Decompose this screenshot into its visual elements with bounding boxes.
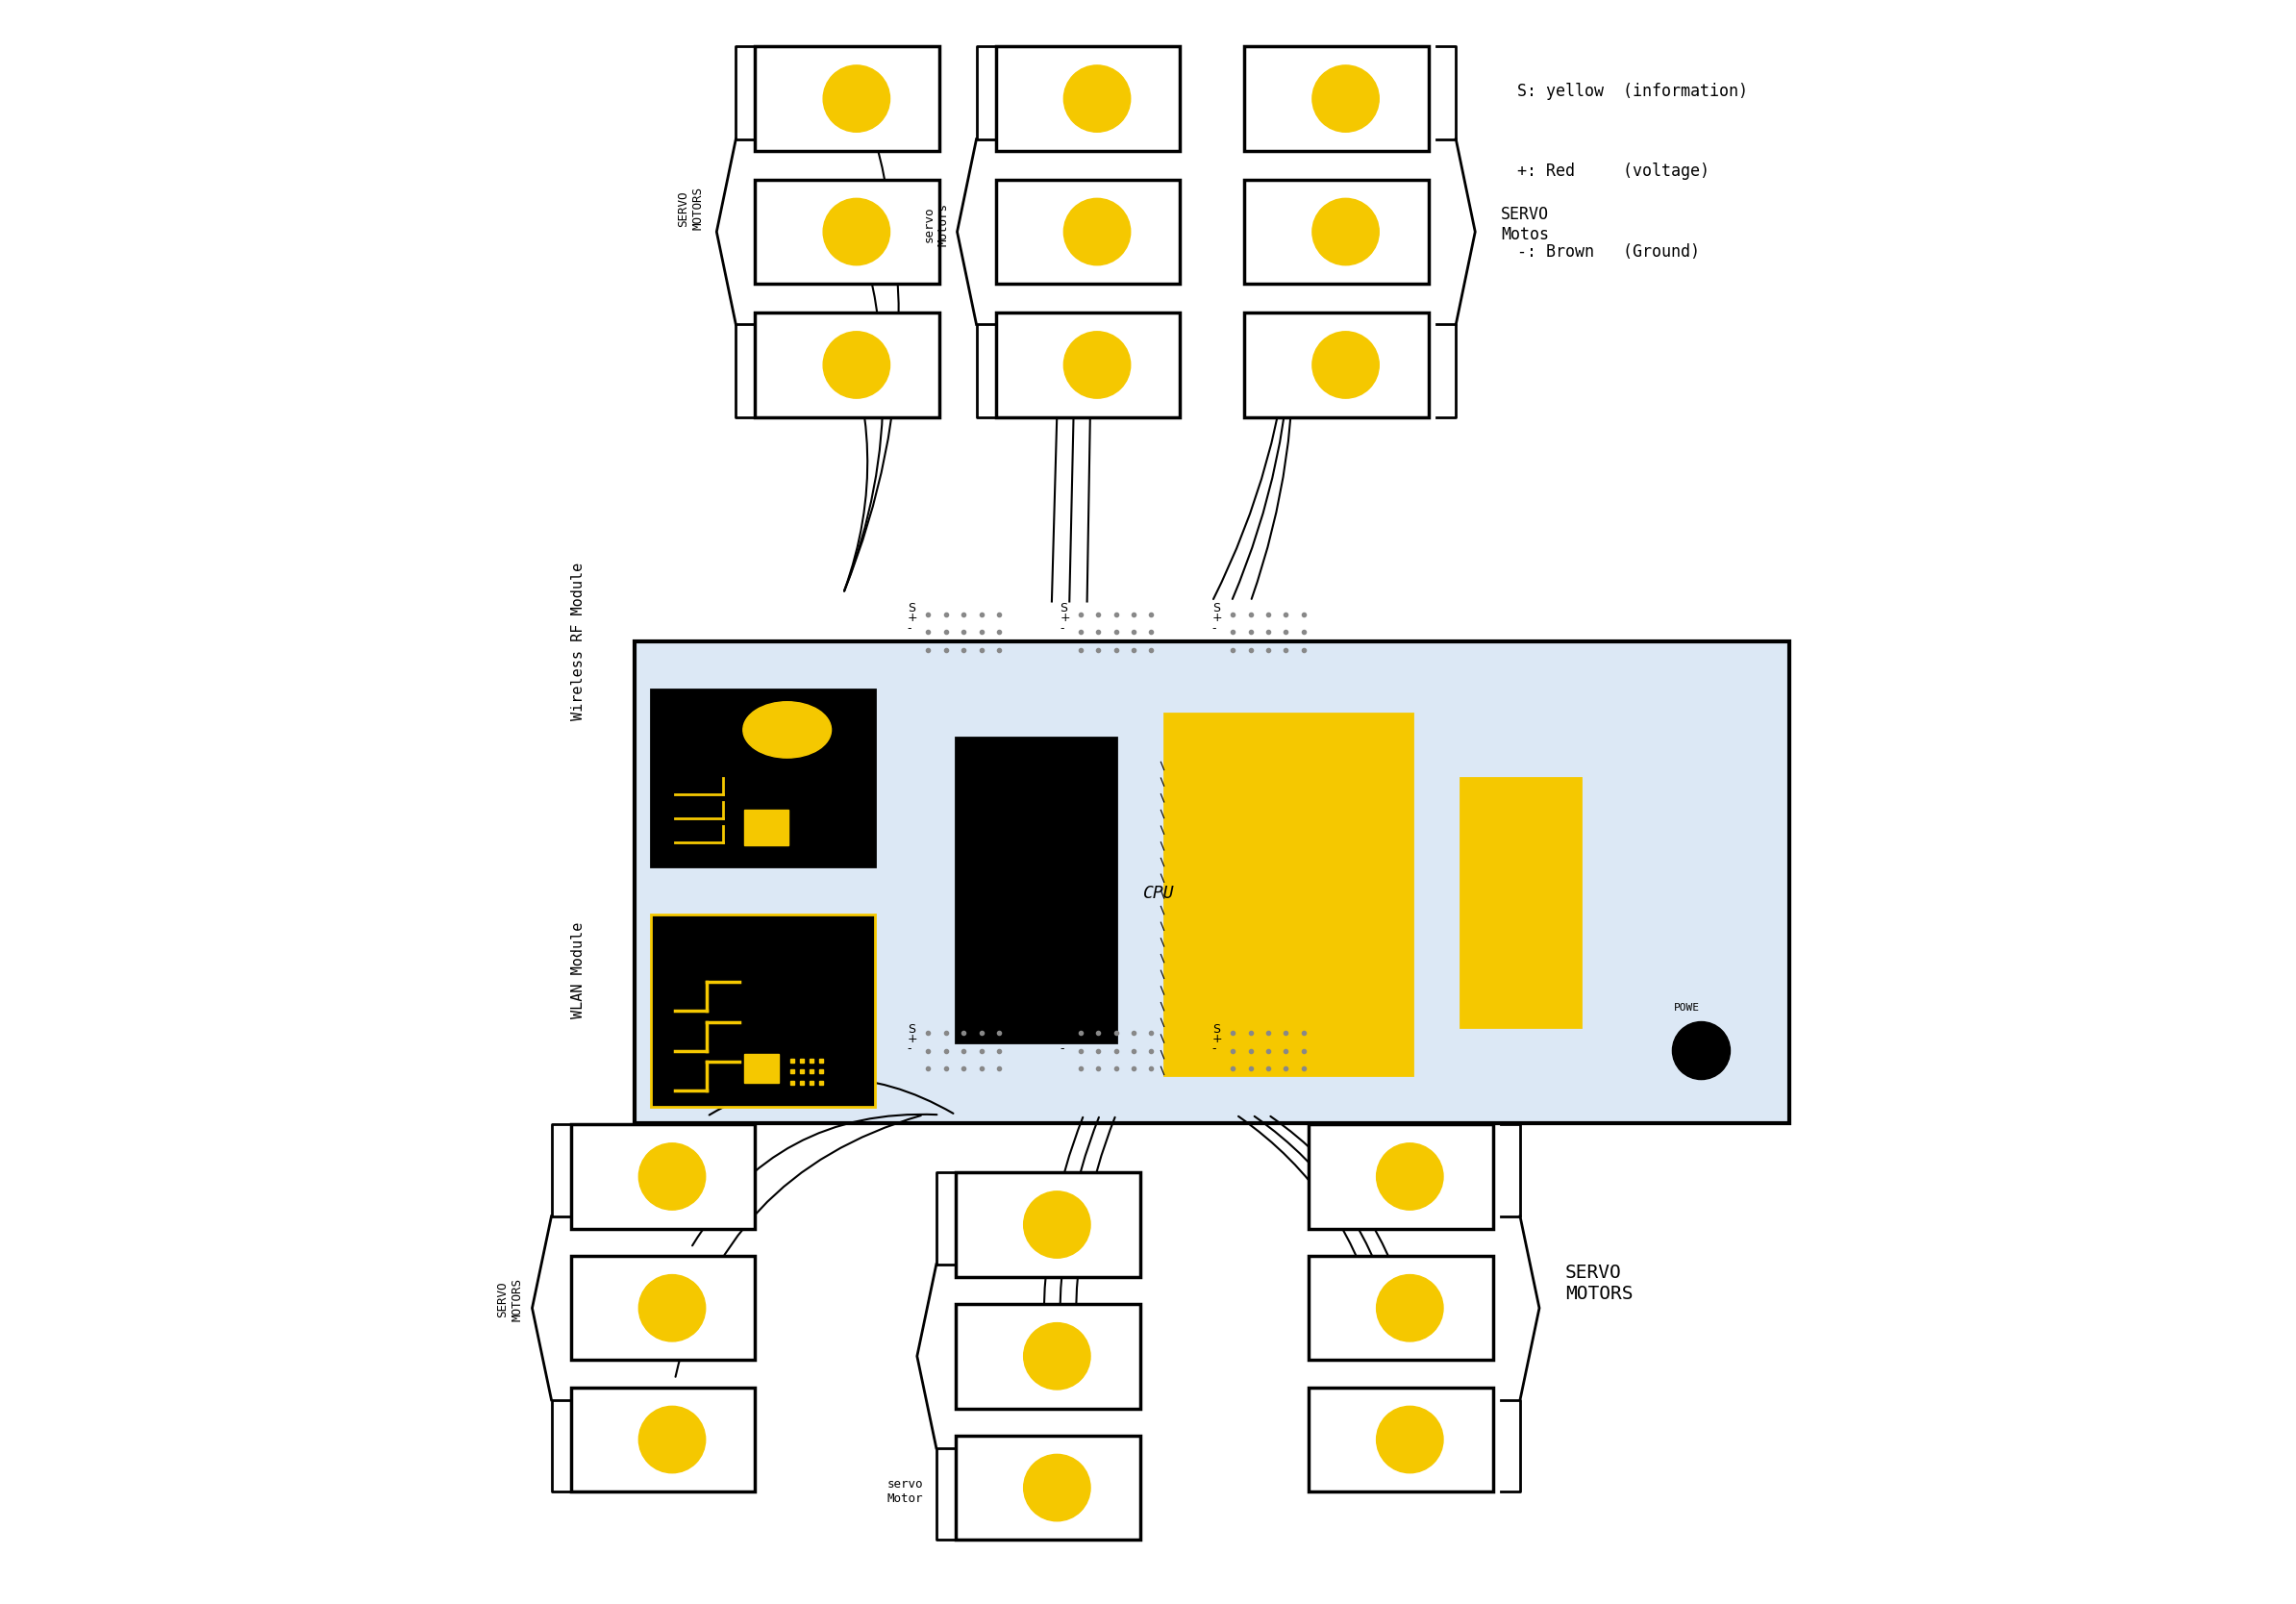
FancyBboxPatch shape	[996, 180, 1180, 284]
Circle shape	[824, 199, 891, 265]
FancyBboxPatch shape	[572, 1124, 755, 1229]
FancyBboxPatch shape	[755, 47, 939, 151]
Text: -: -	[1212, 622, 1217, 635]
Text: servo
Motors: servo Motors	[923, 204, 951, 245]
FancyBboxPatch shape	[650, 914, 875, 1107]
FancyBboxPatch shape	[572, 1387, 755, 1492]
FancyBboxPatch shape	[1244, 47, 1428, 151]
Circle shape	[1063, 66, 1130, 132]
Text: SERVO
MOTORS: SERVO MOTORS	[677, 188, 705, 229]
Text: S: S	[907, 602, 916, 614]
Circle shape	[1313, 332, 1380, 398]
Text: +: Red     (voltage): +: Red (voltage)	[1518, 164, 1708, 180]
FancyBboxPatch shape	[1309, 1124, 1492, 1229]
Text: SERVO
Motos: SERVO Motos	[1502, 205, 1550, 244]
Circle shape	[638, 1407, 705, 1472]
Circle shape	[824, 332, 891, 398]
Circle shape	[1313, 199, 1380, 265]
FancyBboxPatch shape	[744, 810, 790, 845]
Text: WLAN Module: WLAN Module	[572, 922, 585, 1019]
Text: S: yellow  (information): S: yellow (information)	[1518, 83, 1747, 99]
Text: +: +	[1212, 1033, 1221, 1046]
FancyBboxPatch shape	[996, 47, 1180, 151]
FancyBboxPatch shape	[572, 1256, 755, 1360]
FancyBboxPatch shape	[1244, 313, 1428, 417]
Circle shape	[638, 1275, 705, 1341]
Circle shape	[1378, 1275, 1444, 1341]
Text: -: -	[907, 622, 912, 635]
Text: -: Brown   (Ground): -: Brown (Ground)	[1518, 244, 1699, 260]
FancyBboxPatch shape	[955, 738, 1116, 1043]
Circle shape	[1024, 1323, 1091, 1389]
FancyBboxPatch shape	[955, 1173, 1141, 1277]
Text: -: -	[1061, 622, 1063, 635]
FancyBboxPatch shape	[1309, 1256, 1492, 1360]
Circle shape	[1024, 1192, 1091, 1258]
Circle shape	[1378, 1144, 1444, 1209]
Text: +: +	[1212, 611, 1221, 624]
Circle shape	[1378, 1407, 1444, 1472]
FancyBboxPatch shape	[1244, 180, 1428, 284]
FancyBboxPatch shape	[1309, 1387, 1492, 1492]
FancyBboxPatch shape	[744, 1054, 778, 1083]
Text: Wireless RF Module: Wireless RF Module	[572, 563, 585, 720]
Circle shape	[1063, 332, 1130, 398]
Circle shape	[1671, 1022, 1731, 1079]
Text: +: +	[907, 1033, 918, 1046]
Text: SERVO
MOTORS: SERVO MOTORS	[496, 1278, 523, 1320]
Text: SERVO
MOTORS: SERVO MOTORS	[1566, 1264, 1632, 1302]
Circle shape	[638, 1144, 705, 1209]
Text: S: S	[1212, 1023, 1219, 1036]
Text: -: -	[907, 1043, 912, 1055]
FancyBboxPatch shape	[755, 180, 939, 284]
FancyBboxPatch shape	[755, 313, 939, 417]
Text: +: +	[1061, 1033, 1070, 1046]
Text: S: S	[907, 1023, 916, 1036]
Circle shape	[1024, 1455, 1091, 1521]
FancyBboxPatch shape	[996, 313, 1180, 417]
Ellipse shape	[744, 703, 831, 759]
Text: CPU: CPU	[1143, 885, 1176, 901]
Circle shape	[824, 66, 891, 132]
Text: S: S	[1061, 602, 1068, 614]
Circle shape	[1313, 66, 1380, 132]
FancyBboxPatch shape	[955, 1304, 1141, 1408]
Text: S: S	[1061, 1023, 1068, 1036]
Text: S: S	[1212, 602, 1219, 614]
FancyBboxPatch shape	[1164, 714, 1412, 1075]
Text: +: +	[1061, 611, 1070, 624]
Text: POWE: POWE	[1674, 1002, 1699, 1012]
Circle shape	[1063, 199, 1130, 265]
Text: -: -	[1061, 1043, 1063, 1055]
FancyBboxPatch shape	[634, 642, 1789, 1123]
FancyBboxPatch shape	[1460, 778, 1582, 1027]
Text: +: +	[907, 611, 918, 624]
Text: -: -	[1212, 1043, 1217, 1055]
FancyBboxPatch shape	[955, 1436, 1141, 1540]
Text: servo
Motor: servo Motor	[889, 1479, 923, 1505]
FancyBboxPatch shape	[650, 690, 875, 866]
